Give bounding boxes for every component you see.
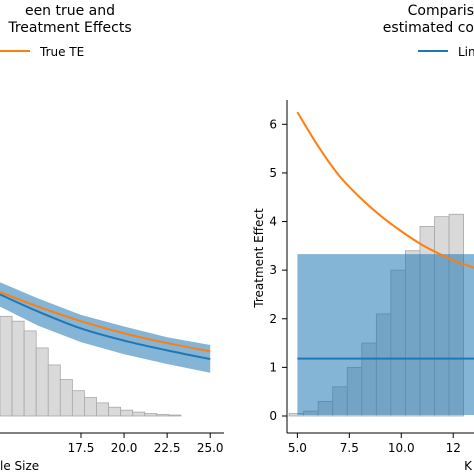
left-hist-bar <box>108 406 122 417</box>
right-plot-area <box>288 111 474 417</box>
left-series-line-estimate <box>0 293 211 361</box>
left-x-tick-label: 17.5 <box>68 441 95 455</box>
left-hist-bar <box>0 315 13 417</box>
left-legend-label-true-te: True TE <box>39 45 84 59</box>
left-title-line-2: Treatment Effects <box>7 20 131 36</box>
left-title-line-1: een true and <box>25 3 115 19</box>
left-x-ticks: 17.5 20.0 22.5 25.0 <box>68 433 224 455</box>
left-panel: een true and Treatment Effects True TE 1… <box>0 3 224 473</box>
right-x-tick-label: 7.5 <box>340 441 359 455</box>
left-hist-bar <box>144 413 158 417</box>
left-hist-bar <box>23 330 37 417</box>
right-x-tick-label: 10.0 <box>388 441 415 455</box>
right-y-ticks: 0 1 2 3 4 5 6 <box>269 117 287 423</box>
left-x-axis-label: le Size <box>0 459 39 473</box>
left-plot-area <box>0 282 211 417</box>
right-y-axis-label: Treatment Effect <box>252 208 266 309</box>
left-x-tick-label: 22.5 <box>154 441 181 455</box>
right-x-ticks: 5.0 7.5 10.0 12 <box>288 433 461 455</box>
right-x-tick-label: 12 <box>446 441 461 455</box>
right-x-axis-label: K <box>464 459 473 473</box>
left-hist-bar <box>11 320 25 417</box>
left-hist-bar <box>168 414 182 417</box>
right-y-tick-label: 0 <box>269 409 277 423</box>
right-series-line-true-te <box>296 111 474 269</box>
right-title-line-1: Comparis <box>408 3 474 19</box>
left-hist-bar <box>84 397 97 417</box>
right-y-tick-label: 2 <box>269 312 277 326</box>
left-hist-bar <box>71 390 85 417</box>
right-x-tick-label: 5.0 <box>288 441 307 455</box>
right-y-tick-label: 5 <box>269 166 277 180</box>
right-legend-label-lin: Lin <box>458 45 474 59</box>
left-hist-bar <box>96 402 109 417</box>
left-hist-bar <box>132 411 146 417</box>
left-x-tick-label: 25.0 <box>197 441 224 455</box>
left-hist-bar <box>156 414 170 417</box>
left-hist-bar <box>120 409 134 417</box>
right-y-tick-label: 3 <box>269 263 277 277</box>
right-y-tick-label: 4 <box>269 215 277 229</box>
right-title-line-2: estimated co <box>383 20 474 36</box>
left-hist-bar <box>35 347 49 417</box>
left-hist-bar <box>59 379 73 417</box>
left-x-tick-label: 20.0 <box>111 441 138 455</box>
left-hist-bar <box>47 364 61 417</box>
left-series-line-true-te <box>0 291 211 353</box>
right-y-tick-label: 6 <box>269 117 277 131</box>
right-y-tick-label: 1 <box>269 360 277 374</box>
right-confidence-band <box>297 254 474 416</box>
